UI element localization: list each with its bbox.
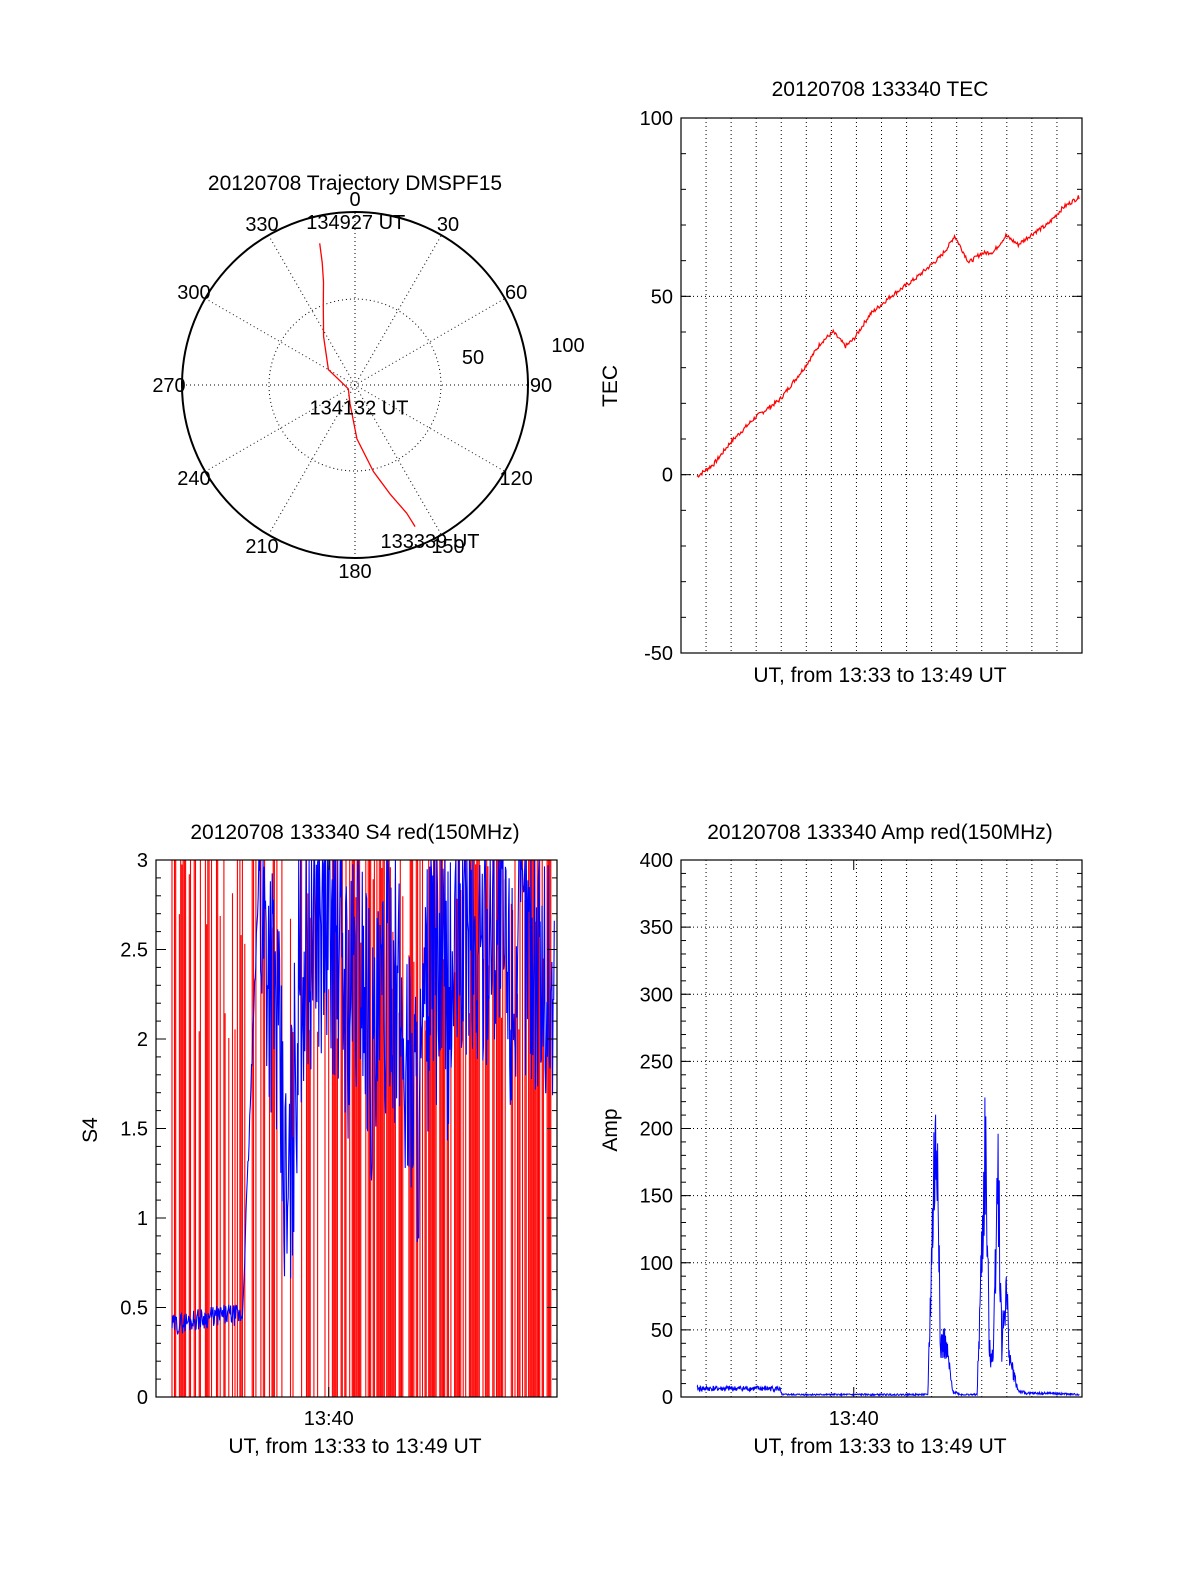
s4-y-tick-label: 0 [137, 1387, 148, 1409]
radial-label: 50 [462, 347, 484, 369]
trajectory-title: 20120708 Trajectory DMSPF15 [208, 172, 502, 195]
tec-y-tick-label: 0 [662, 465, 673, 487]
amp-grid [681, 860, 1082, 1397]
azimuth-label: 210 [245, 536, 278, 558]
amp-y-tick-label: 250 [640, 1051, 673, 1073]
s4-red-spikes [171, 860, 552, 1397]
tec-series [696, 195, 1080, 478]
s4-blue-line [171, 859, 555, 1335]
s4-y-tick-label: 1.5 [120, 1119, 148, 1141]
amp-series [696, 1097, 1080, 1398]
radial-labels: 50 100 [462, 335, 585, 369]
polar-grid [182, 212, 528, 558]
s4-series [171, 859, 555, 1397]
azimuth-label: 180 [338, 561, 371, 583]
amp-y-tick-label: 150 [640, 1186, 673, 1208]
trajectory-annotation: 134927 UT [306, 212, 405, 234]
tec-chart: 20120708 133340 TEC 100 50 0 -50 TEC UT, fr… [599, 78, 1083, 687]
trajectory-annotation: 133339 UT [381, 531, 480, 553]
tec-grid [681, 118, 1082, 653]
amp-y-ticks: 400 350 300 250 200 150 100 50 0 [640, 850, 1082, 1409]
s4-x-tick-label: 13:40 [304, 1408, 354, 1430]
amp-y-axis-label: Amp [599, 1108, 622, 1151]
s4-plot-frame [155, 859, 558, 1398]
trajectory-line [319, 243, 416, 527]
polar-grid-spoke [268, 234, 442, 536]
amp-y-tick-label: 300 [640, 984, 673, 1006]
s4-title: 20120708 133340 S4 red(150MHz) [190, 821, 519, 844]
s4-y-axis-label: S4 [79, 1117, 102, 1143]
amp-line [696, 1097, 1080, 1398]
azimuth-label: 0 [349, 189, 360, 211]
amp-x-axis-label: UT, from 13:33 to 13:49 UT [753, 1435, 1006, 1458]
amp-y-tick-label: 100 [640, 1253, 673, 1275]
s4-x-axis-label: UT, from 13:33 to 13:49 UT [228, 1435, 481, 1458]
azimuth-label: 240 [177, 468, 210, 490]
tec-plot-frame [680, 117, 1083, 654]
s4-y-tick-label: 3 [137, 850, 148, 872]
azimuth-label: 270 [152, 375, 185, 397]
s4-y-tick-label: 2 [137, 1029, 148, 1051]
azimuth-label: 300 [177, 282, 210, 304]
amp-title: 20120708 133340 Amp red(150MHz) [707, 821, 1053, 844]
azimuth-label: 330 [245, 214, 278, 236]
amp-y-tick-label: 50 [651, 1320, 673, 1342]
azimuth-label: 120 [499, 468, 532, 490]
amp-chart: 20120708 133340 Amp red(150MHz) 400 350 30… [599, 821, 1083, 1458]
polar-outer-ring [181, 211, 529, 559]
amp-y-tick-label: 350 [640, 917, 673, 939]
s4-y-tick-label: 0.5 [120, 1298, 148, 1320]
s4-y-tick-label: 1 [137, 1208, 148, 1230]
azimuth-label: 60 [505, 282, 527, 304]
azimuth-label: 150 [431, 536, 464, 558]
amp-x-ticks: 13:40 [829, 860, 879, 1430]
radial-label: 100 [551, 335, 584, 357]
amp-y-tick-label: 200 [640, 1119, 673, 1141]
s4-y-tick-label: 2.5 [120, 940, 148, 962]
tec-y-tick-label: 50 [651, 286, 673, 308]
amp-y-tick-label: 0 [662, 1387, 673, 1409]
polar-grid-ring [268, 298, 442, 472]
tec-y-axis-label: TEC [599, 365, 622, 407]
tec-x-axis-label: UT, from 13:33 to 13:49 UT [753, 664, 1006, 687]
tec-title: 20120708 133340 TEC [772, 78, 989, 101]
azimuth-label: 30 [437, 214, 459, 236]
tec-y-tick-label: -50 [644, 643, 673, 665]
amp-x-tick-label: 13:40 [829, 1408, 879, 1430]
s4-x-ticks: 13:40 [304, 860, 354, 1430]
amp-y-tick-label: 400 [640, 850, 673, 872]
trajectory-polar-chart: 20120708 Trajectory DMSPF15 0 30 60 90 120 15… [152, 172, 584, 583]
s4-chart: 20120708 133340 S4 red(150MHz) 3 2.5 2 1.5 1… [79, 821, 558, 1458]
trajectory-annotation: 134132 UT [310, 398, 409, 420]
azimuth-label: 90 [530, 375, 552, 397]
tec-y-tick-label: 100 [640, 108, 673, 130]
trajectory-annotations: 134927 UT 134132 UT 133339 UT [306, 212, 479, 553]
trajectory-series [319, 243, 416, 527]
amp-plot-frame [680, 859, 1083, 1398]
s4-y-ticks: 3 2.5 2 1.5 1 0.5 0 [120, 850, 557, 1409]
tec-line [696, 195, 1080, 478]
azimuth-labels: 0 30 60 90 120 150 180 210 240 270 300 330 [152, 189, 552, 583]
